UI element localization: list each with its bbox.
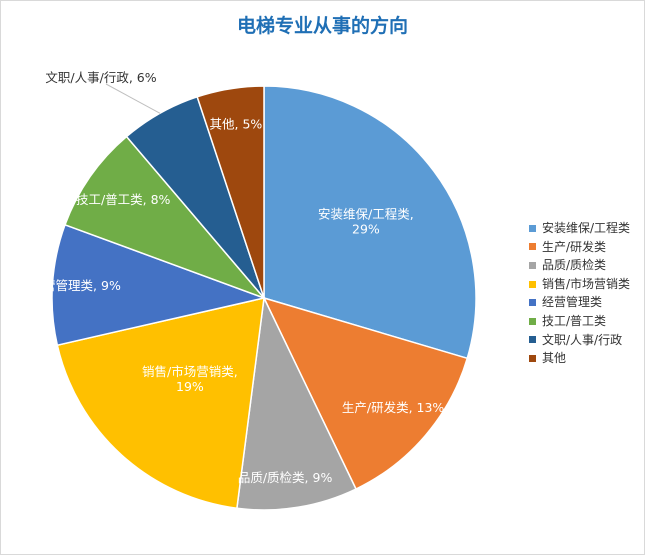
pie-slice [64,135,267,300]
chart-title: 电梯专业从事的方向 [236,15,408,37]
legend-item: 品质/质检类 [529,256,630,275]
legend-label: 其他 [542,351,567,366]
legend-label: 品质/质检类 [542,258,607,273]
leader-line [105,83,161,114]
legend-swatch [529,354,536,362]
legend-label: 安装维保/工程类 [542,221,631,235]
legend-swatch [529,224,536,232]
slice-data-label: 品质/质检类, 9% [238,470,333,485]
slice-data-label: 安装维保/工程类, 29% [318,206,414,236]
legend-item: 技工/普工类 [529,312,630,331]
leader-lines: 文职/人事/行政, 6% [45,70,161,114]
slice-data-label: 文职/人事/行政, 6% [45,70,156,85]
slice-data-label: 其他, 5% [210,116,263,131]
legend-swatch [529,336,536,344]
pie-slice [51,223,267,347]
legend-label: 经营管理类 [542,295,603,310]
pie-slices [51,85,477,511]
legend-label: 文职/人事/行政 [542,332,623,347]
legend-item: 销售/市场营销类 [529,275,630,294]
legend-item: 文职/人事/行政 [529,331,630,350]
slice-data-label: 技工/普工类, 8% [76,192,171,207]
legend-swatch [529,243,536,251]
legend-item: 生产/研发类 [529,238,630,257]
pie-slice [236,295,357,511]
legend-swatch [529,280,536,288]
slice-data-label: 销售/市场营销类, 19% [142,364,238,394]
pie-slice [263,85,477,360]
legend-item: 安装维保/工程类 [529,219,630,238]
legend-swatch [529,261,536,269]
legend-label: 销售/市场营销类 [542,276,631,291]
slice-data-label: 生产/研发类, 13% [342,400,445,415]
pie-slice [262,296,469,491]
legend-label: 生产/研发类 [542,239,607,254]
legend-item: 经营管理类 [529,293,630,312]
legend-swatch [529,299,536,307]
slice-data-label: 经营管理类, 9% [31,278,121,293]
pie-slice [56,297,265,510]
legend: 安装维保/工程类 生产/研发类 品质/质检类销售/市场营销类 经营管理类技工/普工类文… [529,219,630,368]
slice-labels: 安装维保/工程类, 29% 生产/研发类, 13% 品质/质检类, 9% 销售/市场营销… [31,116,445,485]
legend-swatch [529,317,536,325]
pie-slice [196,85,265,299]
legend-label: 技工/普工类 [542,313,607,328]
legend-item: 其他 [529,349,630,368]
